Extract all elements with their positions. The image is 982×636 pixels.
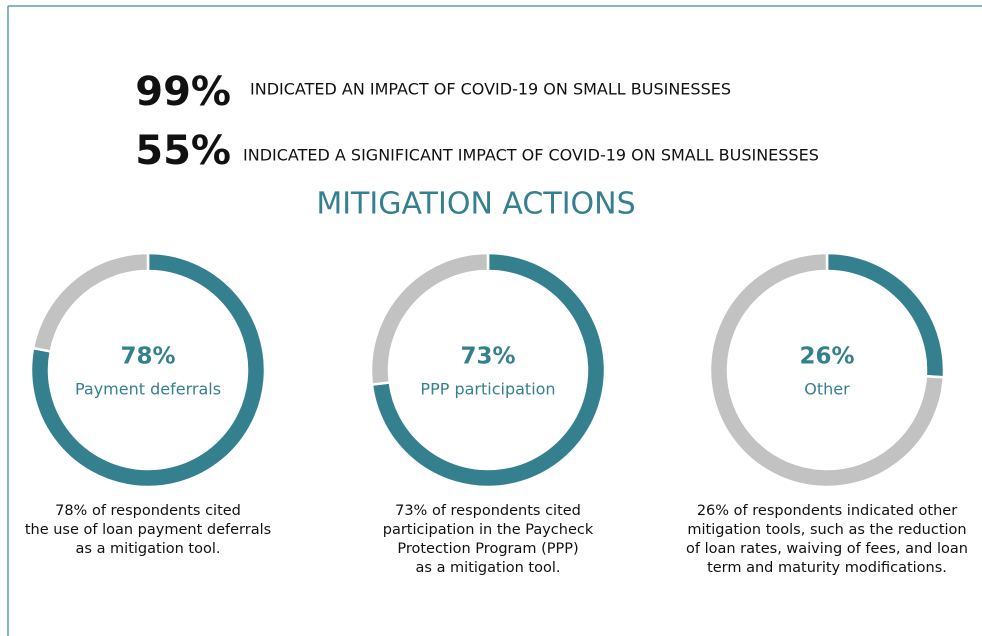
caption-line: of loan rates, waiving of fees, and loan bbox=[686, 541, 968, 557]
section-title: MITIGATION ACTIONS bbox=[316, 187, 635, 222]
center-category: PPP participation bbox=[420, 380, 555, 399]
caption-line: participation in the Paycheck bbox=[383, 522, 594, 538]
caption-line: the use of loan payment deferrals bbox=[25, 522, 271, 538]
stat-text: INDICATED A SIGNIFICANT IMPACT OF COVID-… bbox=[243, 146, 819, 165]
caption-line: 73% of respondents cited bbox=[395, 503, 581, 519]
center-value: 73% bbox=[460, 344, 515, 370]
caption-line: Protection Program (PPP) bbox=[397, 541, 578, 557]
center-category: Other bbox=[804, 380, 850, 399]
stat-value: 99% bbox=[135, 69, 231, 115]
center-value: 26% bbox=[799, 344, 854, 370]
caption-line: 78% of respondents cited bbox=[55, 503, 241, 519]
donut-segment bbox=[708, 251, 946, 489]
stat-text: INDICATED AN IMPACT OF COVID-19 ON SMALL… bbox=[250, 80, 731, 99]
center-category: Payment deferrals bbox=[75, 380, 221, 399]
donut-segment bbox=[31, 251, 150, 353]
caption-line: as a mitigation tool. bbox=[416, 560, 561, 576]
donut-segment bbox=[369, 251, 490, 387]
caption-line: 26% of respondents indicated other bbox=[697, 503, 957, 519]
stat-value: 55% bbox=[135, 128, 231, 174]
caption-line: term and maturity modifications. bbox=[707, 560, 947, 576]
donut-segment bbox=[370, 251, 607, 489]
caption-line: as a mitigation tool. bbox=[76, 541, 221, 557]
center-value: 78% bbox=[120, 344, 175, 370]
donut-segment bbox=[29, 251, 267, 489]
caption-line: mitigation tools, such as the reduction bbox=[687, 522, 966, 538]
